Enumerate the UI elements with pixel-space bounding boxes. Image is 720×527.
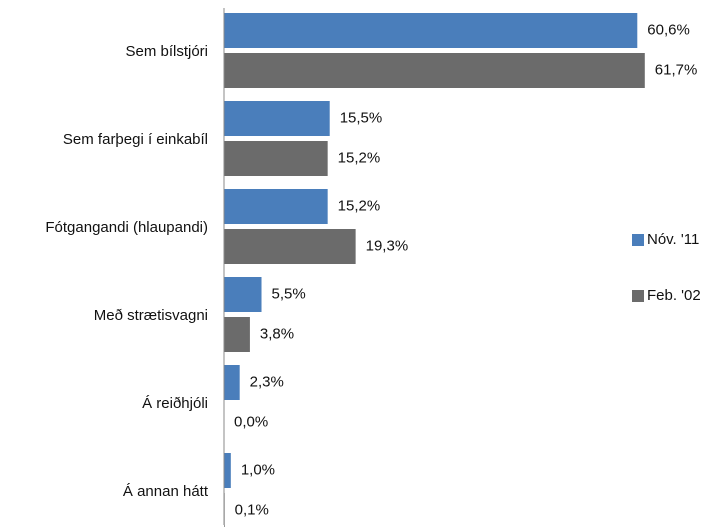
bar [224, 453, 231, 488]
category-label: Með strætisvagni [94, 307, 208, 324]
legend-label: Nóv. '11 [647, 231, 699, 248]
value-label: 15,5% [340, 109, 383, 126]
legend-label: Feb. '02 [647, 287, 701, 304]
value-label: 61,7% [655, 61, 698, 78]
bar [224, 317, 250, 352]
category-label: Sem farþegi í einkabíl [63, 131, 208, 148]
bar [224, 101, 330, 136]
value-label: 60,6% [647, 21, 690, 38]
category-label: Á annan hátt [123, 483, 209, 500]
value-label: 0,1% [235, 501, 269, 518]
bar [224, 365, 240, 400]
value-label: 0,0% [234, 413, 268, 430]
bar [224, 229, 356, 264]
category-label: Á reiðhjóli [142, 395, 208, 412]
value-label: 15,2% [338, 197, 381, 214]
legend-swatch [632, 290, 644, 302]
bar [224, 141, 328, 176]
bar [224, 189, 328, 224]
value-label: 2,3% [250, 373, 284, 390]
value-label: 15,2% [338, 149, 381, 166]
legend-swatch [632, 234, 644, 246]
value-label: 1,0% [241, 461, 275, 478]
value-label: 19,3% [366, 237, 409, 254]
category-label: Fótgangandi (hlaupandi) [45, 219, 208, 236]
value-label: 5,5% [272, 285, 306, 302]
bar [224, 277, 262, 312]
bar [224, 13, 638, 48]
bar [224, 53, 645, 88]
category-label: Sem bílstjóri [125, 43, 208, 60]
value-label: 3,8% [260, 325, 294, 342]
